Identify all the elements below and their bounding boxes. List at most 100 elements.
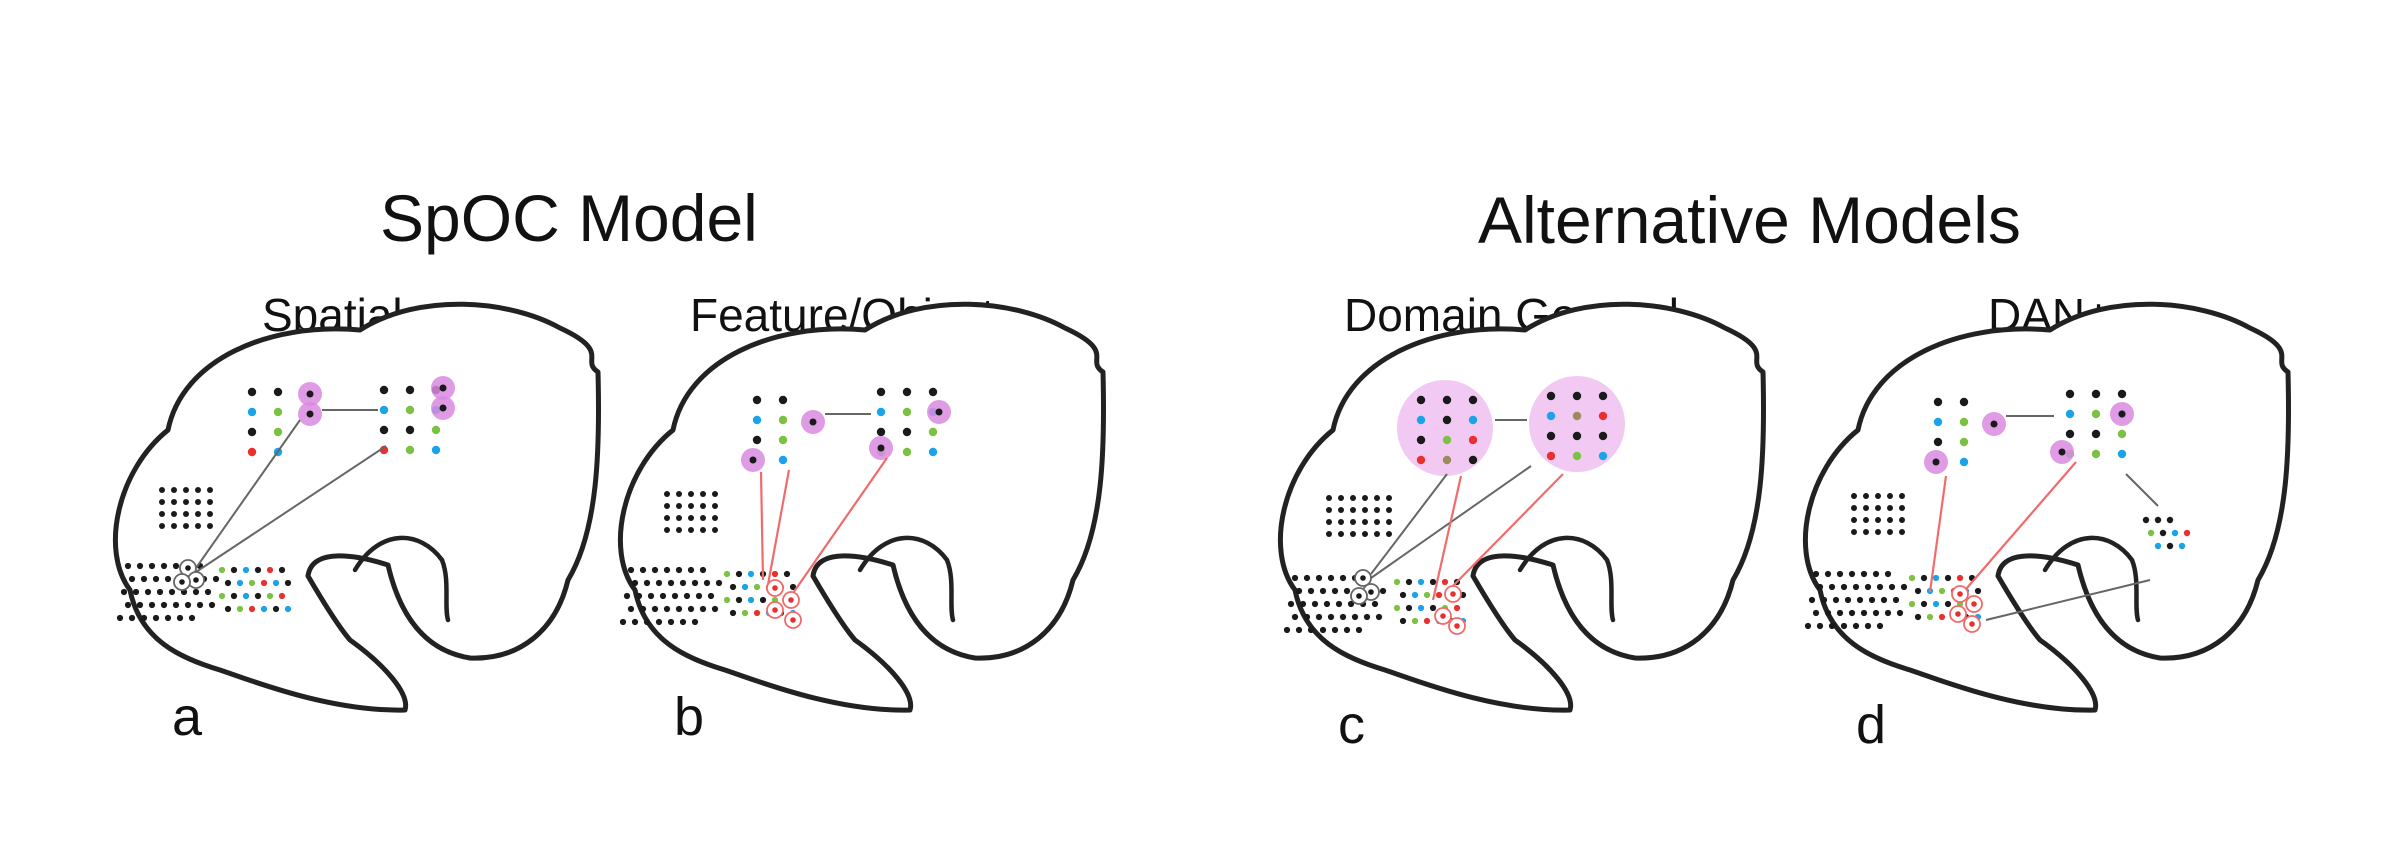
electrode-dot — [379, 425, 389, 435]
ringed-dot-center — [788, 597, 794, 603]
electrode-dot — [236, 579, 244, 587]
electrode-dot — [207, 523, 213, 529]
electrode-dot — [2117, 389, 2127, 399]
electrode-dot — [152, 575, 160, 583]
electrode-dot — [643, 618, 651, 626]
electrode-dot — [230, 592, 238, 600]
electrode-dot — [1307, 626, 1315, 634]
electrode-dot — [2171, 529, 2179, 537]
electrode-dot — [676, 491, 682, 497]
electrode-dot — [1423, 617, 1431, 625]
electrode-dot — [635, 592, 643, 600]
electrode-dot — [1326, 495, 1332, 501]
electrode-dot — [1379, 587, 1387, 595]
electrode-dot — [752, 435, 762, 445]
electrode-dot — [128, 614, 136, 622]
electrode-dot — [1888, 583, 1896, 591]
electrode-dot — [1572, 451, 1582, 461]
electrode-dot — [184, 601, 192, 609]
spoc-model-heading: SpOC Model — [380, 181, 758, 255]
electrode-dot — [703, 579, 711, 587]
electrode-dot — [712, 515, 718, 521]
ringed-dot-center — [1955, 611, 1961, 617]
electrode-dot — [148, 601, 156, 609]
electrode-dot — [778, 435, 788, 445]
brain-panel-d — [1802, 301, 2292, 713]
electrode-dot — [273, 427, 283, 437]
electrode-dot — [218, 566, 226, 574]
electrode-dot — [747, 596, 755, 604]
electrode-dot — [2183, 529, 2191, 537]
electrode-dot — [1291, 613, 1299, 621]
electrode-dot — [627, 566, 635, 574]
electrode-dot — [1375, 613, 1383, 621]
electrode-dot — [1932, 574, 1940, 582]
electrode-dot — [183, 487, 189, 493]
electrode-dot — [1315, 574, 1323, 582]
electrode-dot — [1468, 395, 1478, 405]
brain-outline — [1802, 301, 2292, 713]
electrode-dot — [278, 592, 286, 600]
electrode-dot — [266, 592, 274, 600]
ringed-dot-center — [772, 607, 778, 613]
electrode-dot — [1331, 587, 1339, 595]
electrode-dot — [691, 618, 699, 626]
electrode-dot — [207, 499, 213, 505]
electrode-dot — [631, 579, 639, 587]
electrode-dot — [1848, 609, 1856, 617]
electrode-dot — [1851, 505, 1857, 511]
connection-line — [1431, 475, 1463, 601]
electrode-dot — [687, 566, 695, 574]
electrode-dot — [1374, 507, 1380, 513]
electrode-dot — [192, 588, 200, 596]
electrode-dot — [687, 605, 695, 613]
electrode-dot — [2091, 409, 2101, 419]
electrode-dot — [273, 387, 283, 397]
electrode-dot — [1598, 431, 1608, 441]
electrode-dot — [2166, 516, 2174, 524]
electrode-dot — [1959, 457, 1969, 467]
electrode-dot — [128, 575, 136, 583]
electrode-dot — [171, 487, 177, 493]
electrode-dot — [1812, 609, 1820, 617]
electrode-dot — [1355, 626, 1363, 634]
electrode-dot — [1343, 626, 1351, 634]
electrode-dot — [1339, 613, 1347, 621]
electrode-dot — [679, 618, 687, 626]
connection-line — [1959, 461, 2077, 597]
highlighted-dot — [306, 410, 314, 418]
connection-line — [195, 445, 387, 573]
connection-line — [195, 419, 301, 569]
electrode-dot — [405, 445, 415, 455]
electrode-dot — [699, 566, 707, 574]
electrode-dot — [1851, 529, 1857, 535]
ringed-dot-center — [1957, 591, 1963, 597]
electrode-dot — [254, 592, 262, 600]
highlighted-dot — [2118, 410, 2126, 418]
connection-line — [1985, 579, 2151, 621]
electrode-dot — [753, 609, 761, 617]
alternative-models-heading: Alternative Models — [1478, 183, 2021, 257]
electrode-dot — [1468, 455, 1478, 465]
electrode-dot — [1844, 596, 1852, 604]
electrode-dot — [778, 415, 788, 425]
electrode-dot — [2065, 409, 2075, 419]
electrode-dot — [1350, 519, 1356, 525]
electrode-dot — [664, 527, 670, 533]
ringed-dot-center — [179, 579, 185, 585]
electrode-dot — [1875, 505, 1881, 511]
electrode-dot — [1350, 531, 1356, 537]
electrode-dot — [140, 614, 148, 622]
electrode-dot — [183, 523, 189, 529]
electrode-dot — [1393, 578, 1401, 586]
electrode-dot — [723, 570, 731, 578]
electrode-dot — [1863, 493, 1869, 499]
electrode-dot — [1350, 495, 1356, 501]
electrode-dot — [171, 499, 177, 505]
electrode-dot — [266, 566, 274, 574]
electrode-dot — [2091, 449, 2101, 459]
electrode-dot — [1416, 415, 1426, 425]
electrode-dot — [1295, 587, 1303, 595]
electrode-dot — [1863, 529, 1869, 535]
electrode-dot — [1828, 583, 1836, 591]
